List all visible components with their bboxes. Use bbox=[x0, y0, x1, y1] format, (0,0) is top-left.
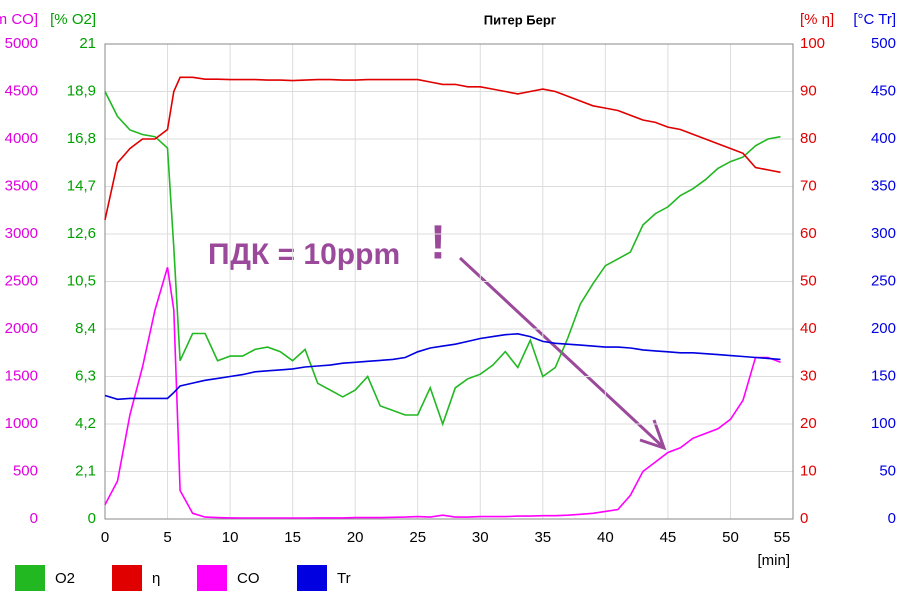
y-tick-label: 2500 bbox=[5, 272, 38, 289]
x-axis-label: [min] bbox=[757, 552, 790, 569]
x-tick-label: 35 bbox=[534, 529, 551, 546]
series-line bbox=[104, 76, 781, 220]
x-tick-label: 15 bbox=[284, 529, 301, 546]
legend-label: CO bbox=[237, 570, 260, 587]
y-tick-label: 150 bbox=[871, 367, 896, 384]
arrow-head bbox=[639, 419, 667, 451]
y-tick-label: 21 bbox=[79, 35, 96, 52]
y-tick-label: 500 bbox=[871, 35, 896, 52]
legend-swatch bbox=[197, 565, 227, 591]
y-tick-label: 3000 bbox=[5, 225, 38, 242]
legend-label: η bbox=[152, 570, 160, 587]
x-tick-label: 40 bbox=[597, 529, 614, 546]
chart-title: Питер Берг bbox=[484, 12, 557, 27]
series-line bbox=[104, 332, 781, 401]
annotation: ! bbox=[430, 217, 446, 270]
y-tick-label: 0 bbox=[800, 510, 808, 527]
y-tick-label: 4,2 bbox=[75, 415, 96, 432]
y-tick-label: 10 bbox=[800, 462, 817, 479]
y-tick-label: 50 bbox=[879, 462, 896, 479]
legend-swatch bbox=[112, 565, 142, 591]
y-tick-label: 500 bbox=[13, 462, 38, 479]
x-tick-label: 0 bbox=[101, 529, 109, 546]
y-tick-label: 90 bbox=[800, 82, 817, 99]
y-tick-label: 12,6 bbox=[67, 225, 96, 242]
y-tick-label: 0 bbox=[88, 510, 96, 527]
legend-label: Tr bbox=[337, 570, 351, 587]
y-tick-label: 1500 bbox=[5, 367, 38, 384]
y-tick-label: 250 bbox=[871, 272, 896, 289]
y-tick-label: 14,7 bbox=[67, 177, 96, 194]
y-axis-label: [% O2] bbox=[50, 11, 96, 28]
y-tick-label: 8,4 bbox=[75, 320, 96, 337]
y-tick-label: 100 bbox=[871, 415, 896, 432]
y-tick-label: 30 bbox=[800, 367, 817, 384]
y-tick-label: 400 bbox=[871, 130, 896, 147]
y-tick-label: 6,3 bbox=[75, 367, 96, 384]
x-tick-label: 50 bbox=[722, 529, 739, 546]
y-tick-label: 20 bbox=[800, 415, 817, 432]
y-tick-label: 0 bbox=[30, 510, 38, 527]
x-tick-label: 45 bbox=[660, 529, 677, 546]
y-tick-label: 5000 bbox=[5, 35, 38, 52]
series-line bbox=[104, 91, 781, 427]
y-tick-label: 2,1 bbox=[75, 462, 96, 479]
y-axis-label: [% η] bbox=[800, 11, 834, 28]
y-tick-label: 350 bbox=[871, 177, 896, 194]
y-tick-label: 80 bbox=[800, 130, 817, 147]
y-tick-label: 4000 bbox=[5, 130, 38, 147]
y-tick-label: 300 bbox=[871, 225, 896, 242]
y-tick-label: 50 bbox=[800, 272, 817, 289]
legend-label: O2 bbox=[55, 570, 75, 587]
y-tick-label: 0 bbox=[888, 510, 896, 527]
x-tick-label: 30 bbox=[472, 529, 489, 546]
legend-swatch bbox=[15, 565, 45, 591]
x-tick-label: 20 bbox=[347, 529, 364, 546]
annotation: ПДК = 10ppm bbox=[208, 238, 400, 271]
y-tick-label: 3500 bbox=[5, 177, 38, 194]
y-tick-label: 60 bbox=[800, 225, 817, 242]
y-tick-label: 100 bbox=[800, 35, 825, 52]
x-tick-label: 5 bbox=[163, 529, 171, 546]
x-tick-label: 10 bbox=[222, 529, 239, 546]
y-axis-label: [°C Tr] bbox=[853, 11, 896, 28]
y-tick-label: 16,8 bbox=[67, 130, 96, 147]
x-tick-label: 55 bbox=[774, 529, 791, 546]
legend-swatch bbox=[297, 565, 327, 591]
plot-frame bbox=[104, 43, 794, 520]
y-tick-label: 10,5 bbox=[67, 272, 96, 289]
y-tick-label: 200 bbox=[871, 320, 896, 337]
y-tick-label: 1000 bbox=[5, 415, 38, 432]
y-tick-label: 2000 bbox=[5, 320, 38, 337]
series-line bbox=[104, 267, 781, 519]
x-tick-label: 25 bbox=[409, 529, 426, 546]
y-tick-label: 4500 bbox=[5, 82, 38, 99]
y-tick-label: 70 bbox=[800, 177, 817, 194]
y-tick-label: 18,9 bbox=[67, 82, 96, 99]
y-axis-label: [ppm CO] bbox=[0, 11, 38, 28]
y-tick-label: 40 bbox=[800, 320, 817, 337]
y-tick-label: 450 bbox=[871, 82, 896, 99]
